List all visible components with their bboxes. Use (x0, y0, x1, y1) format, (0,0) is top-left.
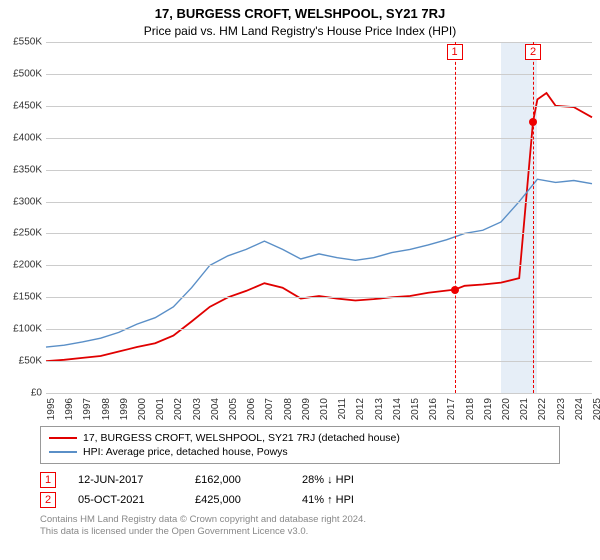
chart-lines (46, 42, 592, 393)
legend: 17, BURGESS CROFT, WELSHPOOL, SY21 7RJ (… (40, 426, 560, 464)
sale-date: 12-JUN-2017 (78, 474, 173, 486)
plot-region: £0£50K£100K£150K£200K£250K£300K£350K£400… (46, 42, 592, 394)
sale-marker-icon: 1 (40, 472, 56, 488)
sale-price: £162,000 (195, 474, 280, 486)
legend-swatch (49, 451, 77, 453)
footer-line: Contains HM Land Registry data © Crown c… (40, 514, 560, 526)
footer-attribution: Contains HM Land Registry data © Crown c… (40, 514, 560, 539)
legend-label: 17, BURGESS CROFT, WELSHPOOL, SY21 7RJ (… (83, 432, 400, 444)
table-row: 2 05-OCT-2021 £425,000 41% ↑ HPI (40, 490, 560, 510)
footer-line: This data is licensed under the Open Gov… (40, 526, 560, 538)
sales-table: 1 12-JUN-2017 £162,000 28% ↓ HPI 2 05-OC… (40, 470, 560, 510)
sale-price: £425,000 (195, 494, 280, 506)
sale-diff: 28% ↓ HPI (302, 474, 402, 486)
sale-date: 05-OCT-2021 (78, 494, 173, 506)
chart-title: 17, BURGESS CROFT, WELSHPOOL, SY21 7RJ (0, 0, 600, 21)
sale-diff: 41% ↑ HPI (302, 494, 402, 506)
legend-swatch (49, 437, 77, 439)
legend-label: HPI: Average price, detached house, Powy… (83, 446, 288, 458)
sale-marker-icon: 2 (40, 492, 56, 508)
chart-subtitle: Price paid vs. HM Land Registry's House … (0, 21, 600, 42)
chart-area: £0£50K£100K£150K£200K£250K£300K£350K£400… (46, 42, 592, 422)
legend-item: HPI: Average price, detached house, Powy… (49, 445, 551, 459)
legend-item: 17, BURGESS CROFT, WELSHPOOL, SY21 7RJ (… (49, 431, 551, 445)
table-row: 1 12-JUN-2017 £162,000 28% ↓ HPI (40, 470, 560, 490)
